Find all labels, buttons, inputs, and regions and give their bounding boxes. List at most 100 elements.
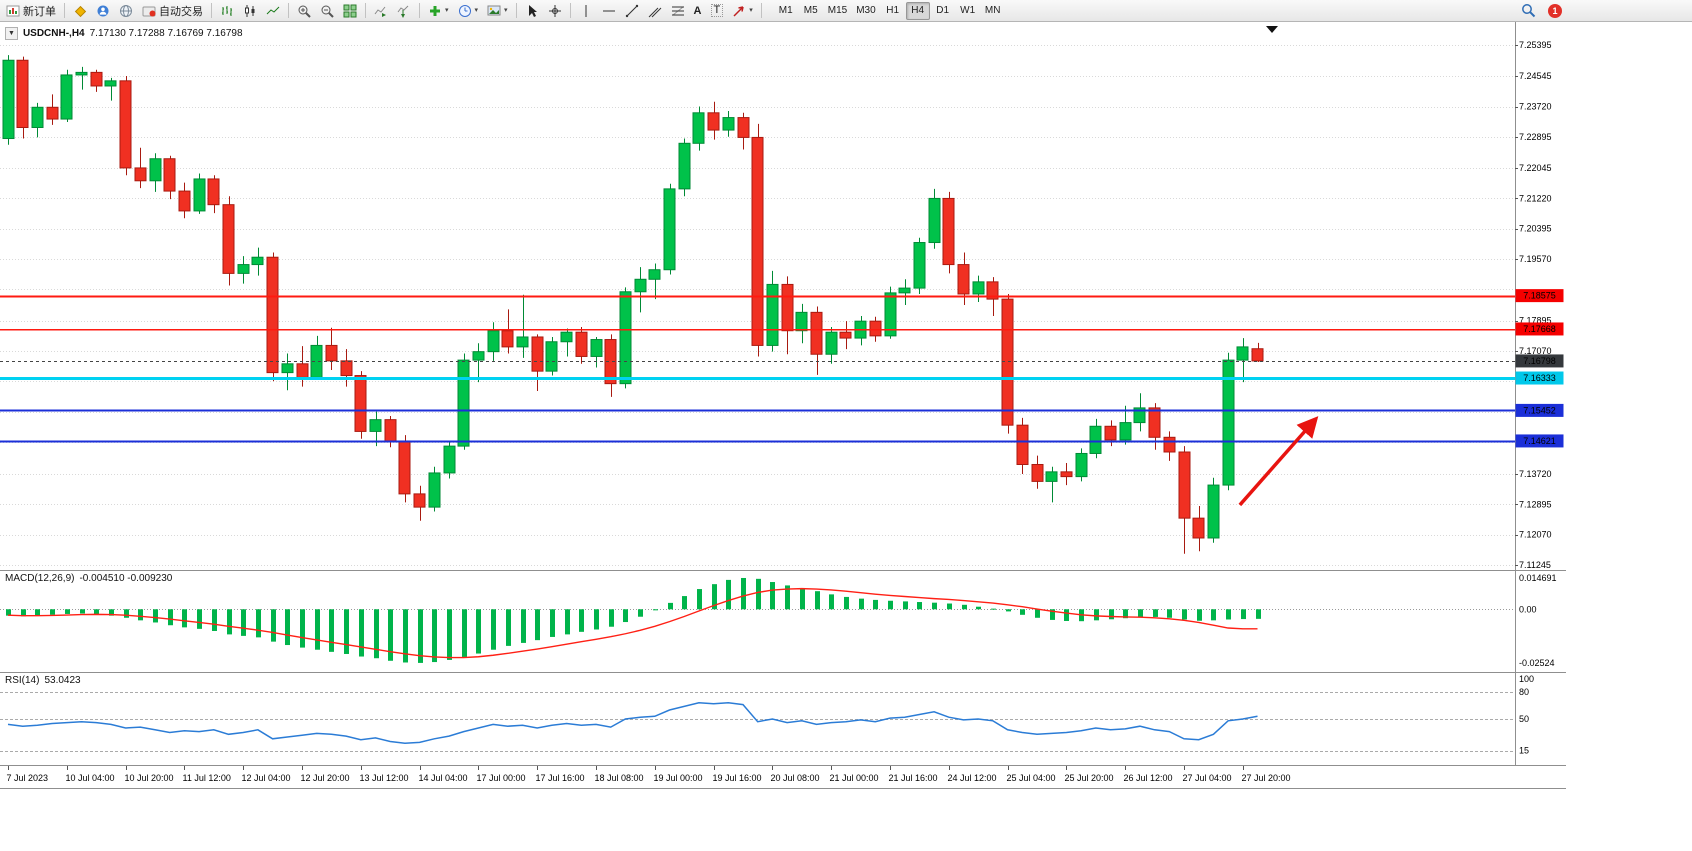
rsi-indicator-label: RSI(14)	[5, 675, 40, 686]
timeframe-M15[interactable]: M15	[824, 2, 851, 20]
horizontal-line-icon	[602, 4, 616, 18]
svg-text:20 Jul 08:00: 20 Jul 08:00	[771, 773, 820, 783]
chart-title-row: ▼ USDCNH-,H4 7.17130 7.17288 7.16769 7.1…	[5, 27, 243, 40]
new-order-button[interactable]: 新订单	[2, 1, 60, 21]
search-button[interactable]	[1517, 1, 1540, 21]
chevron-down-icon: ▾	[504, 7, 508, 14]
svg-text:21 Jul 16:00: 21 Jul 16:00	[889, 773, 938, 783]
cursor-button[interactable]	[521, 1, 543, 21]
svg-text:7.17668: 7.17668	[1523, 324, 1556, 334]
candles	[2, 55, 1264, 554]
line-chart-icon	[266, 4, 280, 18]
svg-text:7.24545: 7.24545	[1519, 71, 1552, 81]
panel-frames	[0, 22, 1566, 789]
zoom-out-button[interactable]	[316, 1, 338, 21]
clock-icon	[458, 4, 472, 18]
svg-text:17 Jul 00:00: 17 Jul 00:00	[477, 773, 526, 783]
search-icon	[1521, 3, 1536, 18]
horizontal-level-lines[interactable]	[0, 295, 1515, 443]
macd-indicator-label: MACD(12,26,9)	[5, 573, 75, 584]
crosshair-button[interactable]	[544, 1, 566, 21]
svg-text:24 Jul 12:00: 24 Jul 12:00	[948, 773, 997, 783]
macd-indicator-values: -0.004510 -0.009230	[79, 573, 173, 584]
chevron-down-icon: ▾	[749, 7, 753, 14]
timeframe-D1[interactable]: D1	[931, 2, 955, 20]
notification-badge[interactable]: 1	[1548, 3, 1562, 18]
svg-text:10 Jul 20:00: 10 Jul 20:00	[125, 773, 174, 783]
svg-text:0.014691: 0.014691	[1519, 573, 1557, 583]
web-button[interactable]	[115, 1, 137, 21]
rsi-indicator-value: 53.0423	[44, 675, 81, 686]
svg-text:7.17895: 7.17895	[1519, 316, 1552, 326]
scroll-anchor-icon	[1266, 26, 1278, 33]
arrow-tool-icon	[732, 4, 746, 18]
autotrading-button[interactable]: 自动交易	[138, 1, 207, 21]
chart-title: USDCNH-,H4	[22, 28, 85, 39]
svg-text:17 Jul 16:00: 17 Jul 16:00	[536, 773, 585, 783]
bar-chart-button[interactable]	[216, 1, 238, 21]
svg-text:7.20395: 7.20395	[1519, 224, 1552, 234]
autotrading-label: 自动交易	[159, 5, 203, 18]
svg-text:21 Jul 00:00: 21 Jul 00:00	[830, 773, 879, 783]
svg-text:50: 50	[1519, 714, 1529, 724]
timeframe-M30[interactable]: M30	[852, 2, 879, 20]
horizontal-line-button[interactable]	[598, 1, 620, 21]
svg-text:7.14621: 7.14621	[1523, 436, 1556, 446]
svg-text:15: 15	[1519, 746, 1529, 756]
svg-text:10 Jul 04:00: 10 Jul 04:00	[66, 773, 115, 783]
trendline-button[interactable]	[621, 1, 643, 21]
time-axis[interactable]: 7 Jul 2023 10 Jul 04:00 10 Jul 20:00 11 Jul…	[7, 766, 1291, 783]
timeframe-M5[interactable]: M5	[799, 2, 823, 20]
svg-text:100: 100	[1519, 674, 1534, 684]
chart-menu-icon[interactable]: ▼	[5, 27, 18, 40]
quotes-button[interactable]	[69, 1, 91, 21]
svg-text:7.19570: 7.19570	[1519, 254, 1552, 264]
svg-text:7.16798: 7.16798	[1523, 356, 1556, 366]
chart-annotations[interactable]	[1238, 26, 1319, 507]
scroll-end-button[interactable]	[370, 1, 392, 21]
line-chart-button[interactable]	[262, 1, 284, 21]
zoom-in-button[interactable]	[293, 1, 315, 21]
price-axis[interactable]: 7.25395 7.24545 7.23720 7.22895 7.22045 7.212…	[1515, 40, 1552, 570]
svg-text:-0.02524: -0.02524	[1519, 658, 1555, 668]
svg-text:7.17070: 7.17070	[1519, 346, 1552, 356]
svg-text:7 Jul 2023: 7 Jul 2023	[7, 773, 49, 783]
community-button[interactable]	[92, 1, 114, 21]
chart-ohlc: 7.17130 7.17288 7.16769 7.16798	[89, 28, 243, 39]
tile-windows-button[interactable]	[339, 1, 361, 21]
svg-text:19 Jul 16:00: 19 Jul 16:00	[713, 773, 762, 783]
timeframe-MN[interactable]: MN	[981, 2, 1005, 20]
vertical-line-icon	[579, 4, 593, 18]
toolbar-separator	[64, 3, 65, 18]
svg-text:7.18575: 7.18575	[1523, 291, 1556, 301]
timeframe-W1[interactable]: W1	[956, 2, 980, 20]
channel-button[interactable]	[644, 1, 666, 21]
fibonacci-button[interactable]	[667, 1, 689, 21]
crosshair-icon	[548, 4, 562, 18]
periods-button[interactable]: ▾	[454, 1, 483, 21]
label-tool-button[interactable]: T	[707, 1, 728, 21]
svg-text:7.22045: 7.22045	[1519, 163, 1552, 173]
candlestick-chart-button[interactable]	[239, 1, 261, 21]
auto-scroll-button[interactable]	[393, 1, 415, 21]
fibonacci-icon	[671, 4, 685, 18]
timeframe-M1[interactable]: M1	[774, 2, 798, 20]
indicators-plus-icon	[428, 4, 442, 18]
arrows-tool-button[interactable]: ▾	[728, 1, 757, 21]
timeframe-H4[interactable]: H4	[905, 1, 930, 20]
templates-button[interactable]: ▾	[483, 1, 512, 21]
text-tool-icon: A	[693, 4, 702, 17]
tile-windows-icon	[343, 4, 357, 18]
text-tool-button[interactable]: A	[690, 1, 706, 21]
cursor-icon	[525, 4, 539, 18]
indicators-button[interactable]: ▾	[424, 1, 453, 21]
label-tool-icon: T	[710, 4, 724, 17]
svg-text:7.22895: 7.22895	[1519, 132, 1552, 142]
svg-text:25 Jul 04:00: 25 Jul 04:00	[1007, 773, 1056, 783]
chevron-down-icon: ▾	[474, 7, 479, 14]
toolbar-separator	[211, 3, 212, 18]
timeframe-H1[interactable]: H1	[881, 2, 905, 20]
vertical-line-button[interactable]	[575, 1, 597, 21]
